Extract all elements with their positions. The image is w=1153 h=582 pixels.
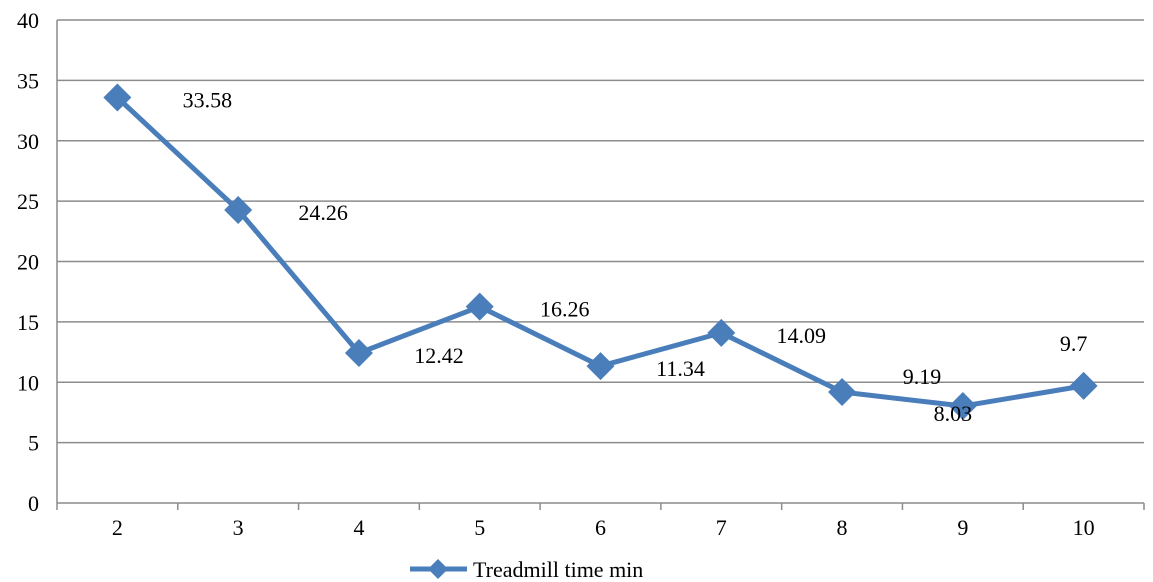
data-point-10 (1069, 371, 1098, 400)
x-tick-label-3: 3 (233, 515, 244, 540)
legend-label: Treadmill time min (473, 557, 643, 582)
data-point-9 (948, 392, 977, 421)
x-tick-label-2: 2 (112, 515, 123, 540)
legend: Treadmill time min (410, 557, 643, 582)
y-tick-labels: 0 5 10 15 20 25 30 35 40 (17, 8, 39, 516)
data-label-9: 8.03 (934, 401, 973, 426)
data-label-3: 24.26 (298, 200, 348, 225)
x-tick-label-4: 4 (353, 515, 364, 540)
y-tick-label-40: 40 (17, 8, 39, 33)
y-tick-label-35: 35 (17, 68, 39, 93)
data-label-10: 9.7 (1060, 331, 1088, 356)
x-tick-label-10: 10 (1073, 515, 1095, 540)
data-label-2: 33.58 (183, 88, 233, 113)
series-group (103, 83, 1098, 421)
y-tick-label-15: 15 (17, 310, 39, 335)
data-labels: 33.58 24.26 12.42 16.26 11.34 14.09 9.19 8.03 9.… (183, 88, 1088, 427)
data-point-5 (465, 292, 494, 321)
data-label-4: 12.42 (414, 343, 464, 368)
x-tick-label-6: 6 (595, 515, 606, 540)
data-point-8 (828, 378, 857, 407)
legend-diamond-marker (428, 559, 448, 579)
data-point-2 (103, 83, 132, 112)
x-tick-label-5: 5 (474, 515, 485, 540)
data-label-6: 11.34 (656, 356, 705, 381)
y-tick-label-0: 0 (28, 491, 39, 516)
data-point-7 (707, 318, 736, 347)
y-tick-label-20: 20 (17, 250, 39, 275)
axes (56, 20, 1145, 510)
data-point-4 (344, 339, 373, 368)
x-tick-label-8: 8 (837, 515, 848, 540)
x-tick-labels: 2 3 4 5 6 7 8 9 10 (112, 515, 1095, 540)
data-point-3 (224, 196, 253, 225)
data-label-7: 14.09 (777, 323, 827, 348)
x-tick-label-7: 7 (716, 515, 727, 540)
x-tick-label-9: 9 (957, 515, 968, 540)
y-tick-label-5: 5 (28, 431, 39, 456)
y-tick-label-30: 30 (17, 129, 39, 154)
data-label-5: 16.26 (540, 297, 590, 322)
data-point-6 (586, 352, 615, 381)
y-tick-label-25: 25 (17, 189, 39, 214)
data-label-8: 9.19 (903, 364, 942, 389)
y-tick-label-10: 10 (17, 370, 39, 395)
